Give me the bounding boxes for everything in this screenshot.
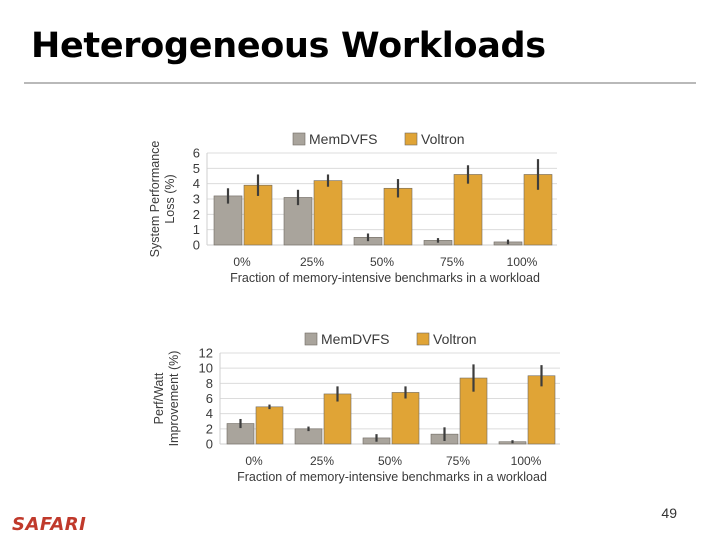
- x-tick-label: 75%: [440, 255, 464, 269]
- y-tick-label: 5: [193, 161, 200, 176]
- x-tick-label: 50%: [370, 255, 394, 269]
- bar-voltron-2: [391, 392, 420, 445]
- bar-memdvfs-1: [283, 197, 313, 246]
- perf-per-watt-chart: 0 2 4 6 8 10 12 0% 25% 50% 75% 100% Fraction of memo…: [145, 318, 565, 493]
- y-axis-label: Loss (%): [163, 174, 177, 223]
- performance-loss-chart: 0 1 2 3 4 5 6 0% 25% 50% 75% 100% Fraction of memory…: [145, 122, 565, 297]
- x-axis-label: Fraction of memory-intensive benchmarks …: [237, 470, 547, 484]
- bar-voltron-0: [255, 406, 284, 445]
- y-tick-label: 2: [206, 421, 213, 436]
- legend-label-memdvfs: MemDVFS: [321, 331, 389, 347]
- y-tick-label: 2: [193, 207, 200, 222]
- safari-logo: SAFARI: [12, 514, 87, 535]
- legend-label-voltron: Voltron: [421, 131, 465, 147]
- y-tick-label: 3: [193, 192, 200, 207]
- bar-voltron-1: [313, 180, 343, 246]
- y-tick-label: 4: [193, 176, 200, 191]
- x-tick-label: 0%: [233, 255, 251, 269]
- legend-label-voltron: Voltron: [433, 331, 477, 347]
- y-axis-label: System Performance: [148, 141, 162, 258]
- bar-voltron-2: [383, 187, 413, 246]
- legend-swatch-voltron: [404, 132, 418, 146]
- bar-memdvfs-0: [213, 195, 243, 246]
- y-axis-label: Perf/Watt: [152, 372, 166, 424]
- y-tick-label: 6: [206, 391, 213, 406]
- legend-swatch-memdvfs: [304, 332, 318, 346]
- y-tick-label: 6: [193, 146, 200, 161]
- page-number: 49: [661, 505, 677, 521]
- bar-memdvfs-1: [294, 428, 323, 445]
- x-tick-label: 25%: [300, 255, 324, 269]
- y-tick-label: 0: [206, 437, 213, 452]
- bar-voltron-3: [453, 174, 483, 246]
- x-tick-label: 75%: [446, 454, 470, 468]
- bar-voltron-1: [323, 393, 352, 445]
- x-tick-label: 0%: [245, 454, 263, 468]
- y-tick-label: 1: [193, 222, 200, 237]
- title-divider: [24, 82, 696, 84]
- x-tick-label: 100%: [511, 454, 542, 468]
- x-axis-label: Fraction of memory-intensive benchmarks …: [230, 271, 540, 285]
- x-tick-label: 25%: [310, 454, 334, 468]
- x-tick-label: 50%: [378, 454, 402, 468]
- x-tick-label: 100%: [507, 255, 538, 269]
- y-tick-label: 4: [206, 406, 213, 421]
- slide-title: Heterogeneous Workloads: [31, 26, 546, 66]
- y-axis-label: Improvement (%): [167, 351, 181, 447]
- legend-swatch-voltron: [416, 332, 430, 346]
- legend-label-memdvfs: MemDVFS: [309, 131, 377, 147]
- y-tick-label: 10: [199, 361, 213, 376]
- legend-swatch-memdvfs: [292, 132, 306, 146]
- y-tick-label: 0: [193, 238, 200, 253]
- y-tick-label: 12: [199, 346, 213, 361]
- y-tick-label: 8: [206, 376, 213, 391]
